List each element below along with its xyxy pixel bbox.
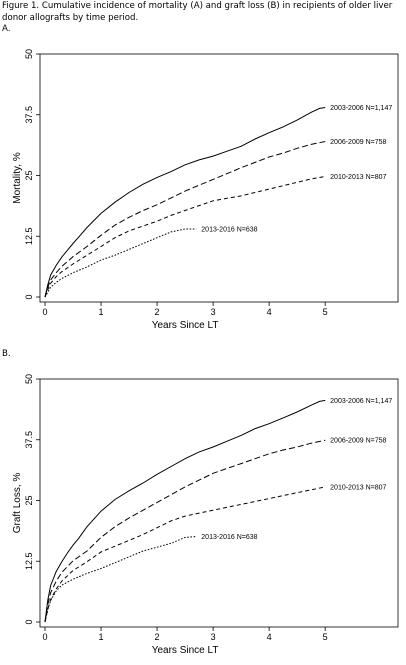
x-tick-label: 4	[267, 632, 272, 642]
x-tick-label: 0	[42, 307, 47, 317]
y-tick-label: 50	[24, 49, 34, 59]
y-axis-label: Graft Loss, %	[12, 473, 23, 534]
y-tick-label: 37.5	[24, 431, 34, 449]
series-label-2003: 2003-2006 N=1,147	[330, 398, 392, 405]
x-tick-label: 0	[42, 632, 47, 642]
series-label-2003: 2003-2006 N=1,147	[330, 105, 392, 112]
x-tick-label: 4	[267, 307, 272, 317]
y-tick-label: 12.5	[24, 227, 34, 245]
x-axis-label: Years Since LT	[152, 320, 219, 331]
y-tick-label: 0	[24, 619, 34, 624]
series-line-2013	[44, 228, 197, 298]
y-tick-label: 25	[24, 170, 34, 180]
x-tick-label: 3	[211, 632, 216, 642]
x-tick-label: 5	[323, 307, 328, 317]
x-tick-label: 5	[323, 632, 328, 642]
panel-b-label: B.	[2, 349, 11, 359]
series-label-2013: 2013-2016 N=638	[201, 226, 257, 233]
series-line-2006	[44, 141, 326, 298]
y-tick-label: 0	[24, 294, 34, 299]
x-tick-label: 3	[211, 307, 216, 317]
series-label-2010: 2010-2013 N=807	[330, 484, 386, 491]
series-label-2006: 2006-2009 N=758	[330, 438, 386, 445]
panel-a-label: A.	[2, 24, 11, 34]
x-tick-label: 1	[99, 307, 104, 317]
series-line-2006	[44, 439, 326, 623]
plot-frame	[39, 378, 399, 628]
series-line-2010	[44, 176, 326, 298]
series-label-2010: 2010-2013 N=807	[330, 174, 386, 181]
y-tick-label: 25	[24, 495, 34, 505]
y-tick-label: 50	[24, 374, 34, 384]
plot-frame	[39, 53, 399, 303]
x-tick-label: 1	[99, 632, 104, 642]
series-label-2006: 2006-2009 N=758	[330, 139, 386, 146]
y-tick-label: 12.5	[24, 552, 34, 570]
figure-caption: Figure 1. Cumulative incidence of mortal…	[2, 1, 393, 23]
series-line-2013	[44, 536, 197, 623]
y-axis-label: Mortality, %	[12, 152, 23, 204]
series-line-2003	[44, 399, 326, 623]
x-tick-label: 2	[155, 307, 160, 317]
x-tick-label: 2	[155, 632, 160, 642]
y-tick-label: 37.5	[24, 106, 34, 124]
series-label-2013: 2013-2016 N=638	[201, 534, 257, 541]
series-line-2010	[44, 486, 326, 623]
series-line-2003	[44, 107, 326, 298]
x-axis-label: Years Since LT	[152, 645, 219, 656]
